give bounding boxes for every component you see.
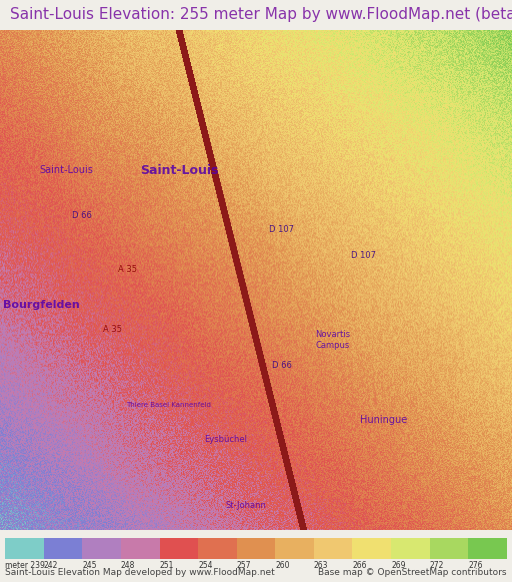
FancyBboxPatch shape <box>314 538 352 559</box>
FancyBboxPatch shape <box>5 538 44 559</box>
Text: 263: 263 <box>314 561 328 570</box>
FancyBboxPatch shape <box>82 538 121 559</box>
Text: 257: 257 <box>237 561 251 570</box>
Text: Huningue: Huningue <box>360 415 408 425</box>
Text: A 35: A 35 <box>118 265 138 275</box>
FancyBboxPatch shape <box>430 538 468 559</box>
Text: D 66: D 66 <box>272 360 291 370</box>
FancyBboxPatch shape <box>352 538 391 559</box>
Text: 248: 248 <box>121 561 135 570</box>
FancyBboxPatch shape <box>237 538 275 559</box>
FancyBboxPatch shape <box>160 538 198 559</box>
Text: 269: 269 <box>391 561 406 570</box>
FancyBboxPatch shape <box>198 538 237 559</box>
Text: 245: 245 <box>82 561 97 570</box>
Text: Thiere Basel Kannenfeld: Thiere Basel Kannenfeld <box>126 402 211 408</box>
Text: Eysbüchel: Eysbüchel <box>204 435 247 445</box>
FancyBboxPatch shape <box>44 538 82 559</box>
Text: 254: 254 <box>198 561 212 570</box>
Text: meter 239: meter 239 <box>5 561 45 570</box>
Text: Novartis
Campus: Novartis Campus <box>315 331 350 350</box>
Text: D 107: D 107 <box>269 225 294 235</box>
Text: A 35: A 35 <box>103 325 122 335</box>
Text: Bourgfelden: Bourgfelden <box>3 300 79 310</box>
FancyBboxPatch shape <box>391 538 430 559</box>
Text: Saint-Louis: Saint-Louis <box>140 164 219 176</box>
Text: St-Johann: St-Johann <box>225 501 266 509</box>
Text: Saint-Louis: Saint-Louis <box>39 165 94 175</box>
FancyBboxPatch shape <box>121 538 160 559</box>
Text: 260: 260 <box>275 561 290 570</box>
Text: 242: 242 <box>44 561 58 570</box>
Text: Saint-Louis Elevation: 255 meter Map by www.FloodMap.net (beta): Saint-Louis Elevation: 255 meter Map by … <box>10 8 512 23</box>
Text: D 66: D 66 <box>72 211 92 219</box>
Text: Saint-Louis Elevation Map developed by www.FloodMap.net: Saint-Louis Elevation Map developed by w… <box>5 568 275 577</box>
FancyBboxPatch shape <box>468 538 507 559</box>
Text: 251: 251 <box>160 561 174 570</box>
Text: 272: 272 <box>430 561 444 570</box>
Text: 276: 276 <box>468 561 483 570</box>
FancyBboxPatch shape <box>275 538 314 559</box>
Text: Base map © OpenStreetMap contributors: Base map © OpenStreetMap contributors <box>318 568 507 577</box>
Text: D 107: D 107 <box>351 250 376 260</box>
Text: 266: 266 <box>352 561 367 570</box>
